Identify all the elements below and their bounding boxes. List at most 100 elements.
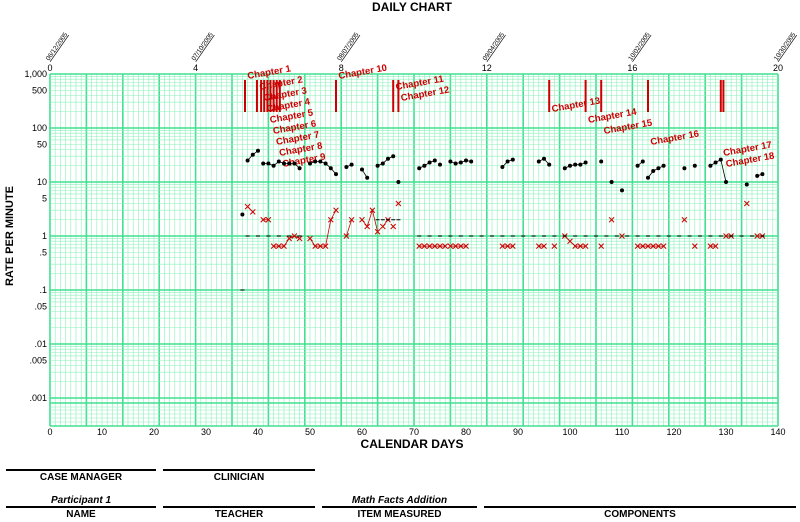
data-point [417,166,422,171]
data-point-x [322,243,329,249]
data-point-x [270,243,277,249]
data-point [427,160,432,165]
data-point-x [634,243,641,249]
y-tick-label: .005 [29,355,47,365]
data-point [432,158,437,163]
data-point-x [244,203,251,210]
series-line [377,155,394,167]
data-point-x [608,216,615,223]
x-tick-label: 140 [770,427,785,437]
data-point-x [457,243,464,249]
data-point-x [463,243,469,249]
y-tick-label: 500 [32,85,47,95]
data-point [276,159,281,164]
data-point [271,163,276,168]
data-point [760,172,765,177]
data-point [318,159,323,164]
data-point [568,163,572,168]
data-point-x [426,243,433,249]
data-point-x [681,216,688,223]
date-label: 06/12/2005 [45,31,70,62]
x-tick-label: 20 [149,427,159,437]
data-point [656,166,661,171]
week-tick-label: 16 [627,63,637,73]
data-point-x [567,238,573,245]
x-tick-label: 50 [305,427,315,437]
data-point [542,156,546,161]
data-point [375,163,380,168]
week-tick-label: 0 [47,63,52,73]
date-label: 07/10/2005 [191,31,216,62]
data-point [266,161,271,166]
data-point-x [364,223,371,230]
y-tick-label: 1,000 [24,69,47,79]
participant-name: Participant 1 [50,495,112,506]
data-point [635,163,640,168]
data-point-x [379,223,386,230]
item-measured-value: Math Facts Addition [351,495,448,506]
data-point-x [390,223,397,230]
week-tick-label: 12 [482,63,492,73]
data-point-x [431,243,438,249]
data-point-x [437,243,443,249]
data-point [510,157,515,162]
data-point [661,163,666,168]
data-point-x [639,243,646,249]
data-point-x [499,243,506,249]
week-tick-label: 20 [773,63,783,73]
daily-chart: DAILY CHART 0 10 20 30 40 50 60 70 80 90 100 110 120… [4,0,798,451]
data-point [573,162,578,167]
data-point [334,172,338,177]
data-point-x [307,235,313,242]
data-point [682,166,687,171]
data-point [536,159,541,164]
data-point [360,167,364,172]
data-point [396,180,401,184]
x-tick-label: 70 [409,427,419,437]
data-point-x [452,243,459,249]
data-point [718,157,723,162]
data-point [308,161,312,166]
data-point-x [359,216,365,223]
data-point [453,161,458,166]
data-point-x [333,207,339,214]
data-point-x [317,243,324,249]
teacher-line [163,506,315,508]
y-tick-label: 100 [32,123,47,133]
y-tick-label: 50 [37,139,47,149]
data-point [640,159,645,164]
date-label: 08/07/2005 [336,31,361,62]
data-point [256,148,260,153]
series-line [647,165,664,178]
data-point-x [619,233,625,239]
data-point [464,158,468,163]
data-point-x [598,243,605,249]
clinician-line [163,469,315,471]
data-point [562,166,567,171]
data-point-x [691,243,698,249]
components-line [484,506,796,508]
data-point-x [712,243,719,249]
data-point-x [645,243,651,249]
data-point [365,175,370,180]
date-label: 10/02/2005 [627,31,652,62]
data-point [620,188,624,193]
data-point [349,162,354,167]
series-line [346,219,352,237]
data-point-x [249,208,256,215]
data-point-x [541,243,547,249]
data-point [755,173,760,178]
data-point [448,159,453,164]
data-point-x [260,216,267,223]
data-point [261,161,266,166]
clinician-label: CLINICIAN [213,472,265,483]
data-point-x [369,207,376,214]
data-point [287,161,292,166]
data-point-x [265,216,272,223]
data-point [391,154,396,159]
data-point [547,162,552,167]
data-point [282,161,286,166]
data-point-x [707,243,714,249]
grid [49,73,779,427]
